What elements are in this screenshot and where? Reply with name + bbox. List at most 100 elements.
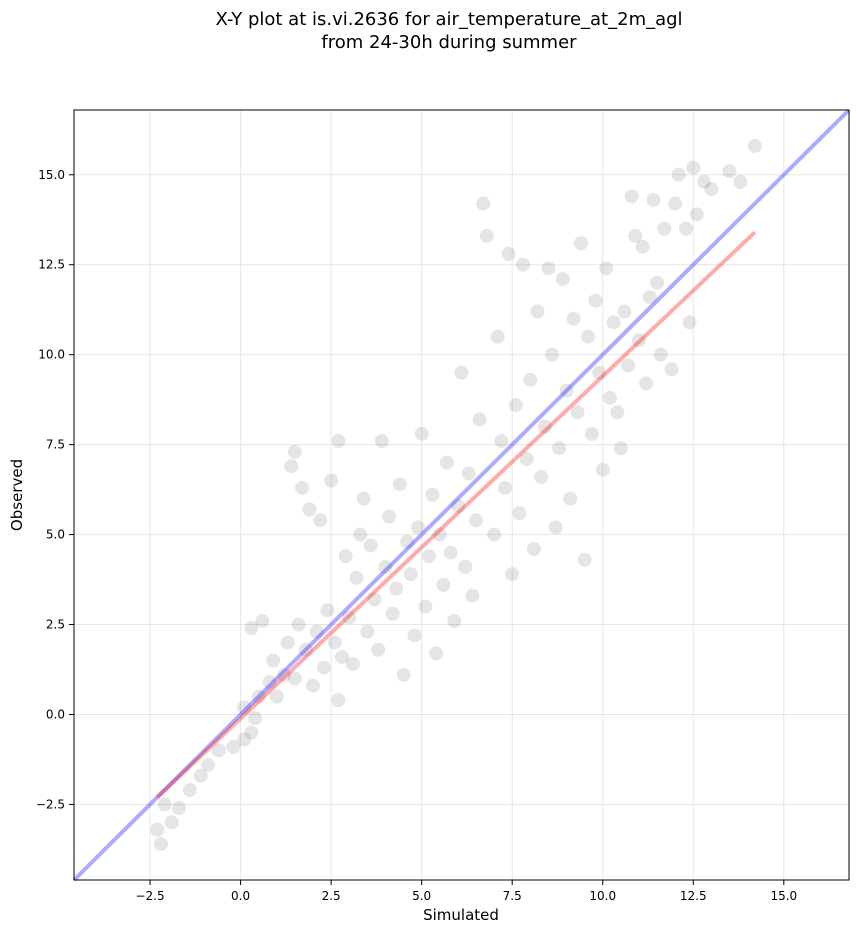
x-tick-label: −2.5	[135, 889, 164, 903]
x-tick-label: 0.0	[231, 889, 250, 903]
data-point	[747, 138, 762, 153]
data-point	[621, 358, 636, 373]
data-point	[595, 462, 610, 477]
data-point	[450, 498, 465, 513]
data-point	[447, 613, 462, 628]
data-point	[309, 624, 324, 639]
data-point	[302, 502, 317, 517]
data-point	[378, 559, 393, 574]
data-point	[650, 275, 665, 290]
data-point	[599, 261, 614, 276]
data-point	[356, 491, 371, 506]
data-point	[287, 444, 302, 459]
data-point	[563, 491, 578, 506]
x-axis-label: Simulated	[423, 906, 499, 924]
data-point	[628, 228, 643, 243]
data-point	[472, 412, 487, 427]
data-point	[468, 513, 483, 528]
data-point	[548, 520, 563, 535]
data-point	[287, 671, 302, 686]
x-tick-label: 12.5	[680, 889, 707, 903]
data-point	[277, 667, 292, 682]
data-point	[545, 347, 560, 362]
data-point	[349, 570, 364, 585]
data-point	[566, 311, 581, 326]
data-point	[523, 372, 538, 387]
data-point	[642, 290, 657, 305]
data-point	[226, 739, 241, 754]
data-point	[327, 635, 342, 650]
data-point	[353, 527, 368, 542]
data-point	[668, 196, 683, 211]
data-point	[555, 272, 570, 287]
data-point	[552, 441, 567, 456]
data-point	[679, 221, 694, 236]
x-tick-label: 15.0	[770, 889, 797, 903]
data-point	[653, 347, 668, 362]
y-axis-label: Observed	[8, 459, 26, 531]
data-point	[639, 376, 654, 391]
data-point	[164, 815, 179, 830]
grid	[74, 110, 849, 880]
data-point	[508, 398, 523, 413]
data-point	[689, 207, 704, 222]
data-point	[425, 488, 440, 502]
data-point	[360, 624, 375, 639]
data-point	[374, 434, 389, 449]
fit-line	[155, 230, 757, 799]
data-point	[200, 757, 215, 772]
data-point	[494, 434, 509, 449]
data-point	[298, 642, 313, 657]
data-point	[516, 257, 531, 272]
data-point	[157, 797, 172, 812]
data-point	[389, 581, 404, 596]
data-point	[570, 405, 585, 420]
chart-title-line-2: from 24-30h during summer	[321, 32, 577, 53]
data-point	[407, 628, 422, 643]
data-point	[153, 837, 168, 852]
data-point	[530, 304, 545, 319]
y-tick-label: 0.0	[46, 707, 65, 721]
data-point	[345, 657, 360, 672]
x-axis-ticks: −2.5 0.0 2.5 5.0 7.5 10.0 12.5 15.0	[135, 880, 797, 903]
data-point	[396, 667, 411, 682]
data-point	[682, 315, 697, 330]
data-point	[237, 732, 252, 747]
data-point	[331, 434, 346, 449]
data-point	[371, 642, 386, 657]
data-point	[400, 534, 415, 549]
data-point	[476, 196, 491, 211]
x-tick-label: 7.5	[503, 889, 522, 903]
data-point	[490, 329, 505, 344]
data-point	[581, 329, 596, 344]
data-point	[574, 236, 589, 251]
data-point	[733, 174, 748, 189]
plot-frame	[73, 109, 850, 881]
data-point	[454, 365, 469, 380]
data-point	[631, 333, 646, 348]
data-point	[367, 592, 382, 607]
data-point	[646, 192, 661, 207]
data-point	[537, 419, 552, 434]
data-point	[606, 315, 621, 330]
data-point	[487, 527, 502, 542]
chart-title-line-1: X-Y plot at is.vi.2636 for air_temperatu…	[215, 9, 682, 30]
data-point	[421, 549, 436, 564]
data-point	[324, 473, 339, 488]
data-point	[414, 426, 429, 441]
data-point	[342, 610, 357, 625]
data-point	[363, 538, 378, 553]
y-tick-label: 10.0	[38, 348, 65, 362]
data-point	[338, 549, 353, 564]
data-point	[704, 182, 719, 197]
y-axis-ticks: −2.5 0.0 2.5 5.0 7.5 10.0 12.5 15.0	[36, 168, 74, 811]
scatter-points	[150, 138, 762, 852]
data-point	[479, 228, 494, 243]
data-point	[320, 603, 335, 618]
data-point	[686, 160, 701, 175]
data-point	[237, 700, 252, 715]
data-point	[664, 362, 679, 377]
data-point	[211, 743, 226, 758]
data-point	[418, 599, 433, 614]
